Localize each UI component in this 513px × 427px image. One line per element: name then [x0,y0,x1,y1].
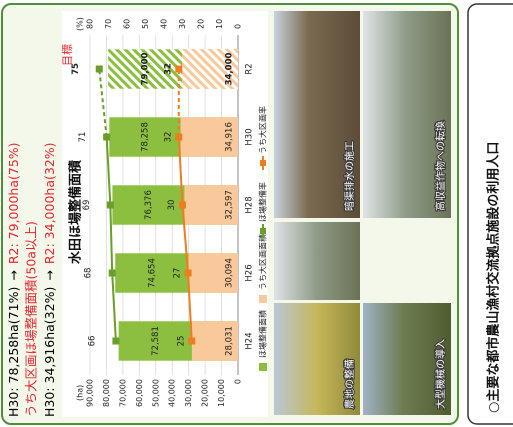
value-label: 32 [163,63,173,75]
photo [274,11,360,218]
summary-line: うち大区画ほ場整備面積(50a以上) [24,221,39,417]
y-tick-label: 50,000 [151,379,160,407]
arrow: → [42,270,57,280]
line-marker [175,133,183,141]
legend-swatch [259,295,267,303]
legend-swatch [259,363,267,371]
line-marker [106,201,114,209]
target-value: R2: 79,000ha(75%) [6,142,21,264]
y2-tick-label: 20 [197,19,206,29]
legend-label: ほ場整備面積 [258,310,268,358]
value-label: 66 [87,336,97,347]
line [105,136,117,342]
line-marker [95,65,103,73]
photo [363,303,451,415]
photo-caption: 農地の整備 [343,359,356,409]
photo-caption: 大型機械の導入 [434,339,447,409]
x-tick-label: H28 [245,196,255,213]
y-tick-label: 0 [234,379,243,384]
legend-label: うち大区画率 [258,106,268,154]
y-tick-label: 90,000 [86,379,95,407]
photo-caption: 高収益作物への転換 [434,121,447,211]
value-label: 68 [84,268,94,279]
value-label: 69 [82,200,92,211]
value-label: 25 [176,336,186,347]
y2-tick-label: 30 [178,19,187,29]
photo [274,222,360,300]
value-label: 30,094 [225,258,235,288]
value-label: 72,581 [151,326,161,356]
y-tick-label: 70,000 [118,379,127,407]
summary-line: H30: 34,916ha(32%) → R2: 34,000ha(32%) [42,142,57,417]
next-panel [467,3,513,425]
value-label: 27 [173,268,183,279]
line-marker [184,269,192,277]
x-tick-label: R2 [245,63,255,74]
annotation: 目標 [60,44,74,66]
value-label: 74,654 [147,258,157,288]
line-marker [108,269,116,277]
current-value: H30: 34,916ha(32%) [42,287,57,417]
target-value: R2: 34,000ha(32%) [42,142,57,264]
y2-tick-label: 70 [104,19,113,29]
bar [184,185,238,225]
value-label: 34,000 [225,53,235,86]
bar [191,321,238,361]
y2-axis-label: (%) [76,17,85,31]
section-title: ○主要な都市農山漁村交流拠点施設の利用人口 [486,142,502,413]
line-marker [112,337,120,345]
value-label: 76,376 [144,190,154,220]
legend-label: うち大区画面積 [258,234,268,290]
y-tick-label: 80,000 [102,379,111,407]
y2-tick-label: 80 [86,19,95,29]
y2-tick-label: 10 [215,19,224,29]
value-label: 79,000 [141,53,151,86]
y2-tick-label: 40 [160,19,169,29]
y2-tick-label: 50 [141,19,150,29]
value-label: 32,597 [225,190,235,220]
x-tick-label: H30 [245,128,255,145]
y-tick-label: 20,000 [201,379,210,407]
y-axis-label: (ha) [76,385,85,401]
value-label: 30 [167,200,177,211]
y2-tick-label: 0 [234,24,243,29]
legend-swatch [260,228,266,234]
summary-line: H30: 78,258ha(71%) → R2: 79,000ha(75%) [6,142,21,417]
value-label: 28,031 [225,326,235,356]
current-value: H30: 78,258ha(71%) [6,287,21,417]
y-tick-label: 40,000 [168,379,177,407]
line [177,136,193,342]
chart-title: 水田ほ場整備面積 [68,159,84,264]
value-label: 71 [78,132,88,143]
value-label: 32 [163,132,173,143]
bar [180,117,239,157]
value-label: 78,258 [140,122,150,152]
x-tick-label: H26 [245,264,255,281]
photo [274,303,360,415]
y-tick-label: 60,000 [135,379,144,407]
line-marker [179,201,186,209]
value-label: 34,916 [225,122,235,152]
bar [188,253,238,293]
x-tick-label: H24 [245,332,255,349]
y2-tick-label: 60 [123,19,132,29]
line-marker [103,133,111,141]
arrow: → [6,270,21,280]
line-marker [188,337,196,345]
line-marker [175,65,183,73]
target-line [98,68,108,138]
y-tick-label: 10,000 [217,379,226,407]
y-tick-label: 30,000 [184,379,193,407]
photo [363,11,451,218]
legend-label: ほ場整備率 [258,182,268,222]
photo-caption: 暗渠排水の施工 [343,141,356,211]
value-label: 75 [71,63,81,75]
bar [182,49,238,89]
legend-swatch [260,160,266,166]
